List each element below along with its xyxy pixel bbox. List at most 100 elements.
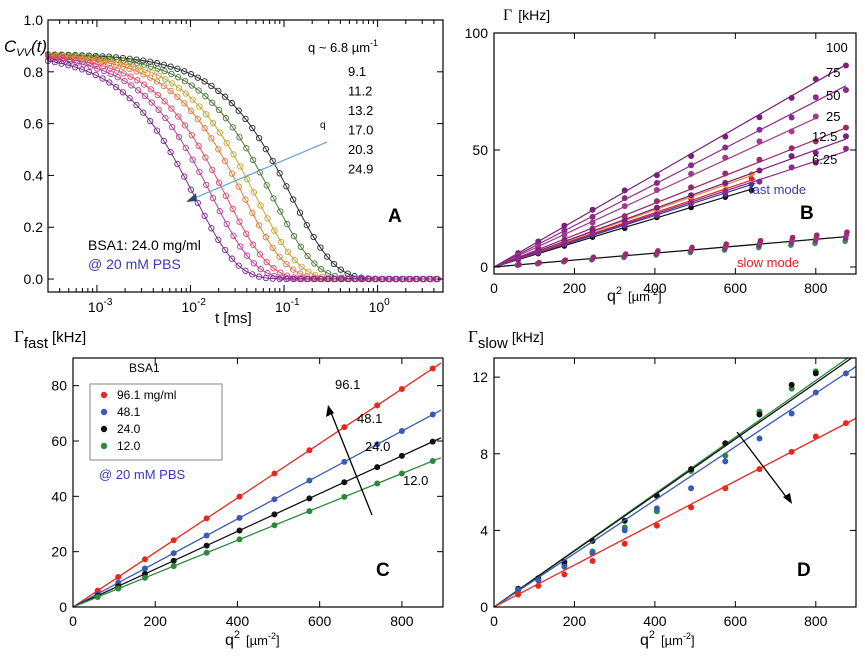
panel-a-data-point — [181, 77, 189, 85]
panel-d-data-point — [535, 582, 542, 589]
panel-b-fast-point — [842, 124, 849, 131]
panel-a-data-point — [112, 83, 120, 91]
panel-a-data-point — [194, 74, 201, 81]
panel-b-label: B — [800, 203, 814, 224]
panel-b-slow-point — [516, 261, 522, 268]
panel-a-data-point — [364, 275, 372, 283]
panel-d-axes: 0 4 8 12 0 200 400 600 800 — [472, 358, 856, 629]
panel-a-q-arrow — [189, 141, 328, 201]
panel-b-xtick-label: 0 — [490, 280, 498, 296]
panel-c-label: C — [376, 560, 390, 581]
panel-b-ytick-label: 50 — [472, 142, 488, 158]
panel-a-q-value: 20.3 — [348, 142, 373, 157]
panel-c-data-point — [398, 385, 405, 392]
panel-c-end-labels: 96.1 48.1 24.0 12.0 — [335, 377, 428, 488]
panel-c-xtick-label: 0 — [69, 613, 77, 629]
panel-b-fast-point — [653, 204, 660, 211]
panel-d-data-point — [535, 577, 542, 584]
panel-a-data-point — [168, 70, 175, 78]
panel-a-data-point — [297, 275, 304, 282]
panel-a-data-point — [249, 156, 257, 164]
panel-a-data-point — [297, 243, 304, 250]
panel-a-q-value: 9.1 — [348, 64, 366, 79]
panel-d-data-point — [515, 591, 522, 598]
panel-b-fast-point — [653, 172, 660, 179]
panel-a-data-point — [209, 99, 216, 106]
panel-a: 0.0 0.2 0.4 0.6 0.8 1.0 10-3 10-2 10-1 100 CVV(t)… — [4, 12, 444, 327]
panel-a-data-point — [208, 225, 215, 232]
panel-a-data-point — [147, 74, 154, 81]
panel-d-data-point — [722, 440, 729, 447]
panel-c-data-point — [429, 458, 436, 465]
panel-c-end-label: 24.0 — [365, 439, 390, 454]
panel-a-data-point — [419, 275, 426, 283]
panel-d-data-point — [515, 586, 522, 593]
panel-c-legend-marker — [100, 442, 108, 450]
panel-a-data-point — [93, 61, 100, 68]
panel-a-data-point — [155, 106, 162, 113]
panel-a-data-point — [154, 91, 161, 99]
panel-a-ytick-label: 0.0 — [24, 271, 44, 287]
panel-b-fast-point — [812, 159, 819, 166]
panel-a-data-point — [153, 127, 161, 134]
panel-a-data-point — [94, 65, 101, 72]
panel-a-xlabel: t [ms] — [215, 310, 252, 327]
panel-a-data-point — [412, 275, 419, 283]
panel-b-fast-fit-line — [493, 150, 847, 268]
panel-c-ytick-label: 80 — [51, 378, 67, 394]
panel-a-data-point — [228, 100, 236, 107]
panel-a-data-point — [181, 173, 188, 180]
panel-a-data-point — [169, 123, 176, 131]
panel-a-data-point — [134, 87, 142, 94]
panel-d-data-point — [688, 466, 695, 473]
panel-a-data-point — [277, 208, 284, 215]
panel-a-data-point — [196, 103, 203, 110]
panel-a-data-point — [392, 275, 399, 283]
panel-a-data-point — [263, 258, 270, 266]
panel-a-annotation-sample: BSA1: 24.0 mg/ml — [88, 237, 201, 253]
panel-b-slow-point — [622, 251, 629, 257]
panel-d-fit-line — [493, 365, 857, 608]
panel-a-data-point — [263, 182, 270, 189]
panel-a-data-point — [140, 109, 147, 116]
panel-a-data-point — [230, 151, 237, 158]
panel-b-fast-point — [812, 138, 819, 145]
panel-a-data-point — [344, 275, 351, 283]
panel-a-data-point — [141, 66, 149, 74]
panel-c-legend-label: 12.0 — [117, 439, 141, 453]
panel-b-concentration-labels: 100 75 50 25 12.5 6.25 — [812, 40, 848, 167]
panel-a-data-point — [128, 82, 135, 89]
panel-d-data-point — [812, 370, 819, 377]
panel-c-data-point — [429, 438, 436, 445]
panel-b-fast-point — [756, 114, 763, 121]
panel-a-axes: 0.0 0.2 0.4 0.6 0.8 1.0 10-3 10-2 10-1 100 — [24, 12, 444, 315]
panel-b-fast-fit-line — [493, 117, 817, 268]
panel-a-data-point — [324, 275, 331, 283]
panel-b-concentration-label: 6.25 — [812, 152, 837, 167]
panel-a-data-point — [140, 57, 147, 64]
panel-c-data-point — [203, 515, 210, 522]
panel-d-data-point — [756, 435, 763, 442]
panel-a-data-point — [249, 124, 256, 132]
panel-c-data-point — [374, 464, 381, 471]
panel-b-fast-point — [788, 145, 795, 152]
panel-c-data-point — [236, 527, 243, 534]
panel-a-data-point — [134, 59, 141, 67]
panel-a-data-point — [310, 275, 317, 283]
panel-c-frame — [72, 357, 444, 608]
panel-a-data-point — [181, 122, 189, 129]
panel-d-xtick-label: 0 — [490, 613, 498, 629]
panel-a-data-point — [202, 93, 209, 100]
panel-a-data-point — [66, 58, 74, 65]
panel-a-data-point — [215, 87, 222, 95]
panel-a-data-point — [106, 79, 113, 86]
panel-a-data-point — [114, 74, 121, 81]
panel-a-data-point — [228, 170, 236, 177]
panel-b-fast-point — [688, 152, 695, 159]
panel-d-data-point — [688, 504, 695, 511]
panel-a-data-point — [208, 82, 215, 90]
panel-b-fast-point — [842, 145, 849, 152]
panel-d-data-point — [812, 389, 819, 396]
panel-a-frame — [47, 19, 444, 293]
